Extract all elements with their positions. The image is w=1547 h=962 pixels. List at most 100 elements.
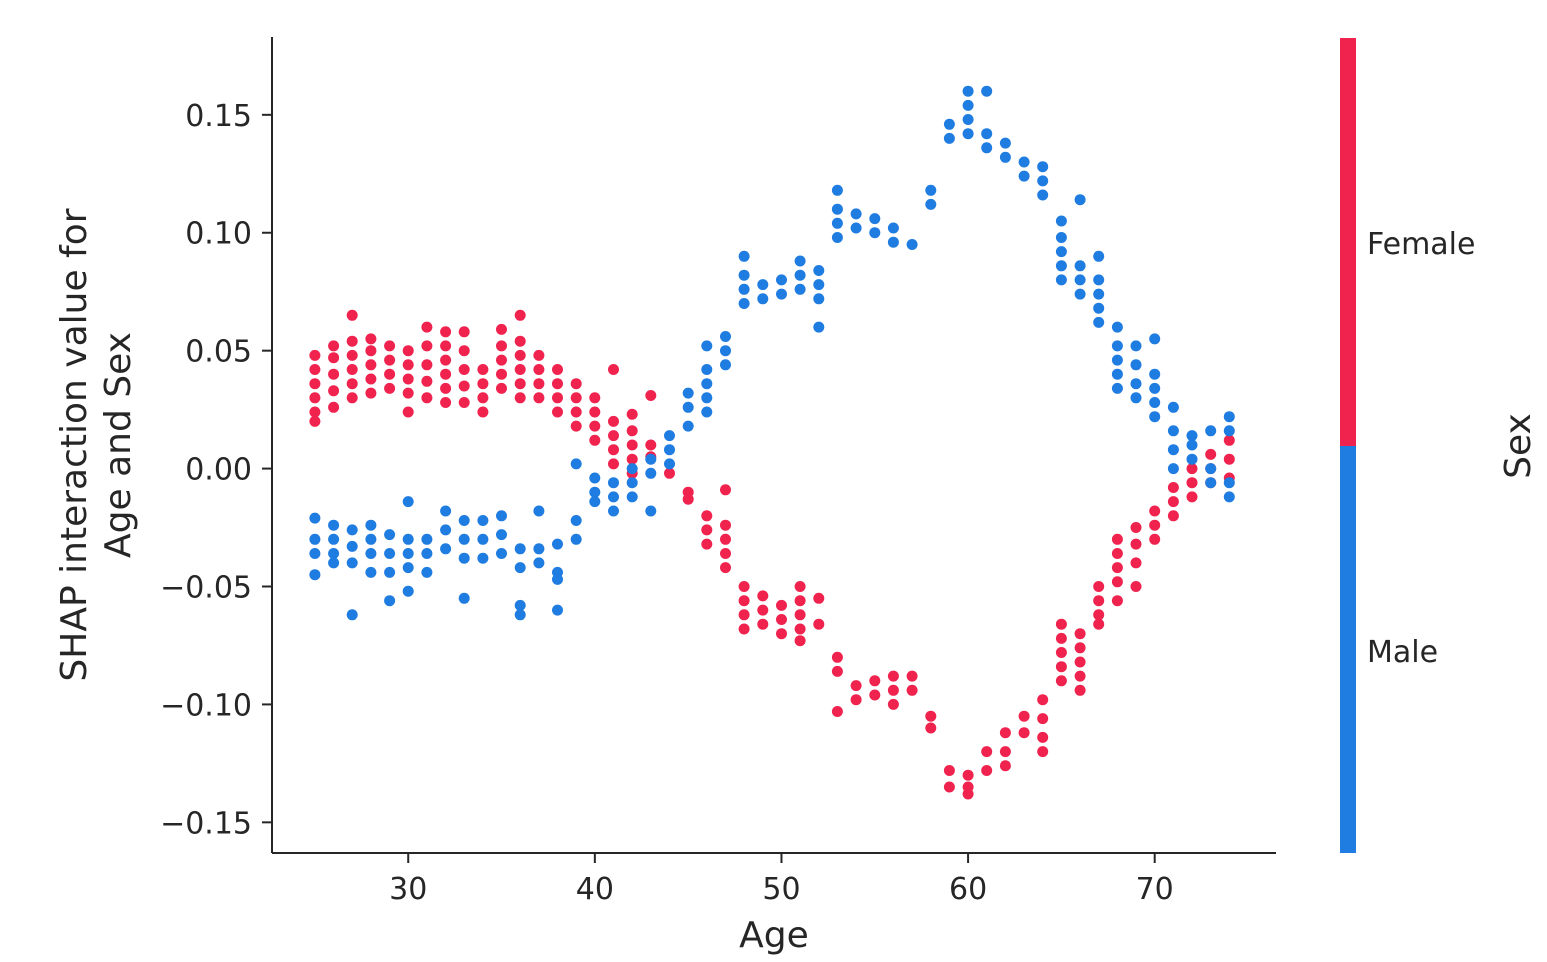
point-male-9 (346, 540, 358, 552)
point-male-107 (925, 198, 937, 210)
point-male-34 (458, 592, 470, 604)
colorbar-label-female: Female (1367, 227, 1475, 262)
point-male-36 (477, 533, 489, 545)
point-female-0 (309, 415, 321, 427)
y-axis-title-line-2: Age and Sex (98, 332, 139, 558)
point-female-145 (1037, 694, 1049, 706)
point-male-76 (701, 364, 713, 375)
point-female-87 (626, 408, 638, 420)
colorbar-male-segment (1340, 446, 1356, 853)
point-female-131 (925, 710, 937, 722)
point-male-144 (1130, 392, 1142, 404)
point-female-119 (831, 651, 843, 663)
point-female-137 (962, 788, 974, 800)
point-male-68 (664, 444, 675, 456)
point-male-44 (514, 609, 526, 621)
point-male-8 (346, 524, 358, 536)
point-female-43 (458, 380, 470, 392)
point-female-142 (999, 760, 1011, 772)
point-female-66 (552, 406, 563, 418)
point-male-106 (906, 239, 918, 250)
point-male-7 (328, 557, 340, 569)
point-male-41 (514, 543, 526, 555)
point-male-11 (346, 609, 358, 621)
point-male-14 (365, 548, 377, 559)
point-female-118 (813, 618, 825, 630)
point-female-146 (1037, 713, 1049, 725)
point-male-53 (570, 533, 582, 545)
point-male-88 (776, 274, 787, 286)
point-male-0 (309, 512, 321, 524)
point-male-25 (421, 533, 433, 545)
point-male-15 (365, 566, 377, 578)
point-male-151 (1149, 368, 1161, 380)
point-male-104 (887, 236, 899, 248)
point-male-96 (831, 232, 843, 243)
point-male-160 (1205, 477, 1217, 489)
point-female-48 (477, 392, 489, 404)
point-male-115 (981, 142, 993, 154)
point-male-54 (570, 458, 582, 470)
point-male-72 (682, 387, 694, 399)
colorbar-female-segment (1340, 38, 1356, 446)
point-female-166 (1111, 576, 1123, 588)
point-male-45 (533, 505, 545, 517)
point-male-42 (514, 562, 526, 574)
point-male-157 (1186, 453, 1198, 465)
point-female-175 (1167, 482, 1179, 493)
point-male-142 (1111, 340, 1123, 352)
point-female-155 (1074, 642, 1086, 654)
point-male-12 (365, 519, 377, 531)
point-male-22 (402, 548, 414, 559)
point-female-85 (626, 439, 638, 451)
point-female-79 (608, 444, 619, 456)
point-male-138 (1093, 250, 1105, 262)
point-male-97 (831, 217, 843, 229)
point-female-130 (906, 684, 918, 696)
point-male-150 (1149, 382, 1161, 394)
point-male-57 (589, 496, 601, 508)
point-male-32 (458, 533, 470, 545)
point-male-90 (794, 269, 806, 281)
point-male-65 (645, 467, 657, 479)
point-male-39 (496, 529, 507, 541)
point-male-46 (533, 543, 545, 555)
y-axis-title: SHAP interaction value for Age and Sex (54, 208, 139, 681)
x-tick-label-70: 70 (1136, 872, 1174, 907)
point-male-113 (962, 99, 974, 111)
point-female-53 (496, 354, 507, 366)
point-male-73 (701, 406, 713, 418)
point-female-55 (496, 323, 507, 335)
point-female-31 (421, 392, 433, 404)
point-female-9 (328, 352, 340, 364)
point-male-121 (1018, 156, 1030, 168)
point-female-113 (794, 595, 806, 607)
point-male-37 (477, 552, 489, 564)
point-male-51 (552, 604, 563, 616)
y-tick-label-5: −0.10 (160, 688, 252, 723)
point-male-152 (1149, 333, 1161, 345)
point-male-6 (328, 548, 340, 559)
point-male-19 (384, 595, 396, 607)
point-female-171 (1130, 581, 1142, 592)
point-male-146 (1130, 359, 1142, 371)
point-male-59 (608, 491, 619, 503)
point-male-120 (1018, 170, 1030, 182)
point-female-1 (309, 406, 321, 418)
point-female-32 (421, 375, 433, 387)
point-male-112 (962, 114, 974, 125)
point-female-167 (1111, 595, 1123, 607)
point-female-111 (776, 628, 787, 640)
point-female-8 (328, 368, 340, 380)
point-male-79 (720, 345, 731, 357)
point-female-129 (906, 670, 918, 682)
point-male-95 (813, 321, 825, 333)
point-male-165 (1223, 425, 1235, 437)
point-female-106 (757, 590, 769, 602)
point-female-184 (1223, 434, 1235, 446)
point-male-163 (1223, 491, 1235, 503)
point-female-94 (701, 510, 713, 522)
point-female-84 (626, 453, 638, 465)
point-female-144 (1018, 727, 1030, 739)
point-female-49 (477, 378, 489, 390)
